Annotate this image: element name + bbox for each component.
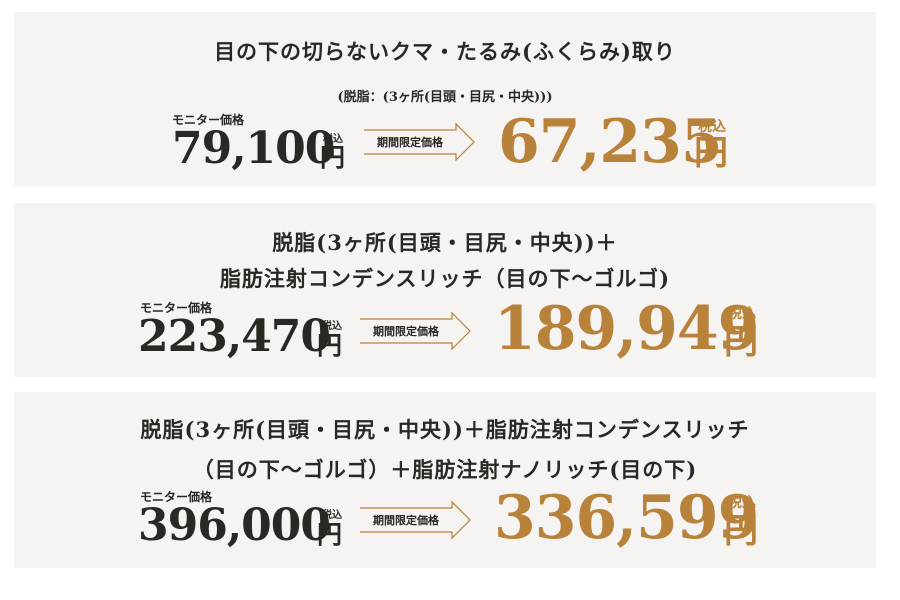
yen-label: 円: [317, 331, 343, 360]
tax-included-label: 税込: [322, 321, 342, 332]
limited-price-arrow: 期間限定価格: [360, 311, 472, 351]
plan-subtitle: (脱脂：(3ヶ所(目頭・目尻・中央))): [337, 90, 553, 105]
sale-price-value: 67,235: [498, 107, 723, 177]
sale-yen-label: 円: [694, 133, 728, 173]
sale-price-value: 336,599: [494, 483, 759, 553]
price-card-3: 脱脂(3ヶ所(目頭・目尻・中央))＋脂肪注射コンデンスリッチ （目の下〜ゴルゴ）…: [14, 392, 876, 568]
monitor-price-label: モニター価格: [140, 490, 213, 504]
limited-price-label: 期間限定価格: [377, 136, 443, 149]
plan-title-line-2: （目の下〜ゴルゴ）＋脂肪注射ナノリッチ(目の下): [192, 457, 698, 482]
plan-title-line-2: 脂肪注射コンデンスリッチ（目の下〜ゴルゴ): [219, 266, 671, 291]
sale-tax-included-label: 税込: [698, 119, 726, 135]
limited-price-label: 期間限定価格: [373, 514, 439, 527]
limited-price-arrow: 期間限定価格: [364, 122, 476, 162]
monitor-price-label: モニター価格: [140, 301, 213, 315]
sale-price-value: 189,949: [494, 294, 759, 364]
tax-included-label: 税込: [322, 510, 342, 521]
plan-title: 目の下の切らないクマ・たるみ(ふくらみ)取り: [214, 39, 676, 64]
monitor-price-value: 223,470: [138, 311, 331, 362]
monitor-price-label: モニター価格: [172, 113, 245, 127]
limited-price-label: 期間限定価格: [373, 325, 439, 338]
monitor-price-value: 396,000: [138, 500, 331, 551]
monitor-price-value: 79,100: [172, 123, 335, 174]
sale-tax-included-label: 税込: [728, 495, 756, 511]
plan-title-line-1: 脱脂(3ヶ所(目頭・目尻・中央))＋: [272, 230, 618, 255]
yen-label: 円: [317, 520, 343, 549]
yen-label: 円: [320, 143, 346, 172]
sale-yen-label: 円: [724, 322, 758, 362]
sale-tax-included-label: 税込: [728, 306, 756, 322]
price-card-1: 目の下の切らないクマ・たるみ(ふくらみ)取り (脱脂：(3ヶ所(目頭・目尻・中央…: [14, 12, 876, 186]
limited-price-arrow: 期間限定価格: [360, 500, 472, 540]
tax-included-label: 税込: [323, 134, 343, 145]
plan-title-line-1: 脱脂(3ヶ所(目頭・目尻・中央))＋脂肪注射コンデンスリッチ: [140, 417, 750, 442]
price-card-2: 脱脂(3ヶ所(目頭・目尻・中央))＋ 脂肪注射コンデンスリッチ（目の下〜ゴルゴ)…: [14, 203, 876, 377]
sale-yen-label: 円: [724, 511, 758, 551]
